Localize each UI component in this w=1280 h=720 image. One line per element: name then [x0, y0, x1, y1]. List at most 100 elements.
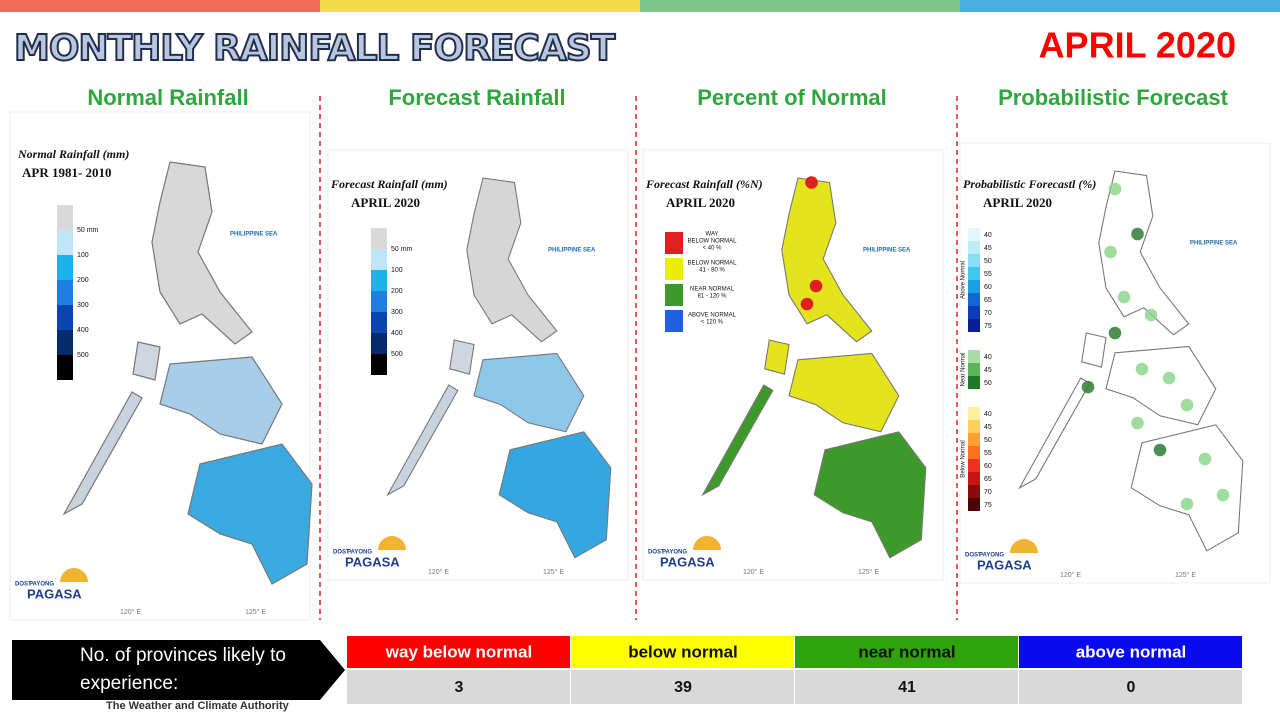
island	[764, 339, 790, 375]
legend-label: 50 mm	[391, 246, 413, 253]
map-subtitle: APRIL 2020	[666, 195, 735, 210]
panel-title: Probabilistic Forecast	[998, 85, 1229, 110]
legend-swatch	[968, 280, 980, 293]
table-count: 0	[1127, 679, 1136, 696]
table-header: near normal	[858, 642, 955, 661]
legend-swatch	[57, 230, 73, 255]
legend-swatch	[968, 420, 980, 433]
legend-label: 70	[984, 310, 992, 317]
panel: Normal Rainfall PHILIPPINE SEA 120° E 125° …	[9, 85, 313, 621]
logo-program: PAYONG	[979, 553, 1004, 559]
legend-label: 75	[984, 502, 992, 509]
legend-swatch	[57, 255, 73, 280]
logo-name: PAGASA	[345, 554, 400, 569]
spot	[809, 279, 823, 293]
map	[702, 176, 927, 559]
legend-label: 40	[984, 232, 992, 239]
map-title: Forecast Rainfall (mm)	[330, 177, 448, 191]
summary-label-box	[12, 640, 345, 700]
legend-group: Below Normal	[961, 440, 967, 477]
prob-dot	[1108, 182, 1122, 196]
map-title: Probabilistic Forecastl (%)	[963, 177, 1096, 191]
legend-label: 40	[984, 354, 992, 361]
legend-label: 45	[984, 245, 992, 252]
legend-label: 60	[984, 284, 992, 291]
logo-name: PAGASA	[977, 557, 1032, 572]
legend-label: 500	[391, 351, 403, 358]
legend-swatch	[371, 333, 387, 354]
table-header: above normal	[1076, 642, 1187, 661]
legend-label: 45	[984, 367, 992, 374]
legend-label: 40	[984, 411, 992, 418]
map-title: Forecast Rainfall (%N)	[645, 177, 763, 191]
logo-program: PAYONG	[662, 550, 687, 556]
legend-swatch	[968, 241, 980, 254]
logo-name: PAGASA	[660, 554, 715, 569]
legend-label: 75	[984, 323, 992, 330]
prob-dot	[1153, 443, 1167, 457]
logo-agency: DOST	[333, 550, 350, 556]
coord-label: 120° E	[428, 568, 449, 576]
map-subtitle: APR 1981- 2010	[22, 165, 112, 180]
top-bar	[0, 0, 320, 12]
legend-swatch	[57, 305, 73, 330]
title: MONTHLY RAINFALL FORECAST	[14, 28, 616, 69]
sea-label: PHILIPPINE SEA	[863, 248, 911, 254]
legend-swatch	[968, 433, 980, 446]
legend-label: 200	[391, 288, 403, 295]
legend-label: 300	[391, 309, 403, 316]
spot	[805, 176, 818, 189]
legend-label: NEAR NORMAL	[690, 287, 735, 293]
footer-tagline: The Weather and Climate Authority	[106, 700, 290, 712]
legend-group: Near Normal	[961, 352, 967, 386]
table-cell	[571, 670, 794, 704]
legend-swatch	[371, 228, 387, 249]
sea-label: PHILIPPINE SEA	[1190, 241, 1238, 247]
panel: Probabilistic Forecast PHILIPPINE SEA 120°…	[959, 85, 1271, 584]
prob-dot	[1180, 497, 1194, 511]
logo-agency: DOST	[15, 582, 32, 588]
sea-label: PHILIPPINE SEA	[230, 232, 278, 238]
prob-dot	[1162, 371, 1176, 385]
legend-swatch	[57, 355, 73, 380]
table-header-cell	[347, 636, 570, 668]
legend-label: 70	[984, 489, 992, 496]
table-header-cell	[571, 636, 794, 668]
legend-swatch	[968, 498, 980, 511]
logo-agency: DOST	[648, 550, 665, 556]
legend-swatch	[665, 232, 683, 254]
table-cell	[1019, 670, 1242, 704]
prob-dot	[1108, 326, 1122, 340]
panel: Forecast Rainfall PHILIPPINE SEA 120° E 125…	[327, 85, 629, 581]
coord-label: 120° E	[1060, 571, 1081, 579]
map-subtitle: APRIL 2020	[983, 195, 1052, 210]
table-header-cell	[795, 636, 1018, 668]
legend-swatch	[371, 270, 387, 291]
legend-swatch	[57, 205, 73, 230]
prob-dot	[1216, 488, 1230, 502]
coord-label: 125° E	[1175, 571, 1196, 579]
legend-swatch	[968, 446, 980, 459]
island	[449, 339, 475, 375]
logo-umbrella	[693, 536, 721, 550]
logo-umbrella	[60, 568, 88, 582]
table-count: 41	[898, 679, 916, 696]
logo-program: PAYONG	[347, 550, 372, 556]
legend-label: BELOW NORMAL	[687, 261, 737, 267]
prob-dot	[1144, 308, 1158, 322]
coord-label: 120° E	[743, 568, 764, 576]
legend-swatch	[968, 472, 980, 485]
island	[132, 341, 161, 381]
map	[1019, 170, 1244, 552]
prob-dot	[1180, 398, 1194, 412]
logo-program: PAYONG	[29, 582, 54, 588]
legend-label: 400	[391, 330, 403, 337]
prob-dot	[1104, 245, 1117, 259]
summary-label: No. of provinces likely to experience:	[80, 645, 286, 694]
table-count: 39	[674, 679, 692, 696]
panel-title: Normal Rainfall	[87, 85, 248, 110]
legend-swatch	[968, 254, 980, 267]
legend-label: 50	[984, 380, 992, 387]
legend-label: 41 - 80 %	[699, 268, 725, 274]
